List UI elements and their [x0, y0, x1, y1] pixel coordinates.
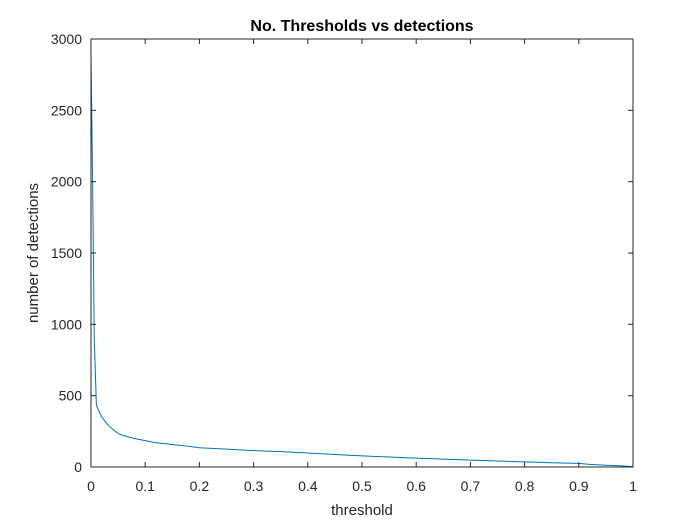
y-tick-label: 2000 — [51, 174, 82, 190]
x-axis-label: threshold — [331, 502, 393, 519]
tick-layer: 0 0.1 0.2 0.3 0.4 0.5 0.6 0.7 0.8 0.9 1 0 500 1000 150… — [51, 31, 637, 494]
x-tick-label: 0.4 — [298, 478, 318, 494]
chart-title: No. Thresholds vs detections — [250, 18, 473, 35]
x-tick-label: 0.9 — [569, 478, 589, 494]
x-tick-label: 0.3 — [244, 478, 264, 494]
x-tick-label: 0.6 — [406, 478, 426, 494]
x-tick-label: 0.1 — [135, 478, 155, 494]
x-tick-label: 0.5 — [352, 478, 372, 494]
series-line — [90, 56, 634, 468]
y-tick-label: 1500 — [51, 245, 82, 261]
y-tick-label: 3000 — [51, 31, 82, 47]
x-tick-label: 0.8 — [515, 478, 535, 494]
y-tick-label: 1000 — [51, 316, 82, 332]
y-tick-label: 500 — [59, 388, 83, 404]
y-tick-label: 0 — [74, 459, 82, 475]
x-tick-label: 0.7 — [461, 478, 481, 494]
axes-box — [90, 38, 634, 468]
series-layer — [90, 56, 634, 468]
x-tick-label: 0 — [87, 478, 95, 494]
plot-area — [91, 39, 633, 467]
x-tick-label: 0.2 — [190, 478, 210, 494]
x-tick-label: 1 — [629, 478, 637, 494]
y-tick-label: 2500 — [51, 102, 82, 118]
y-axis-label: number of detections — [25, 183, 42, 323]
